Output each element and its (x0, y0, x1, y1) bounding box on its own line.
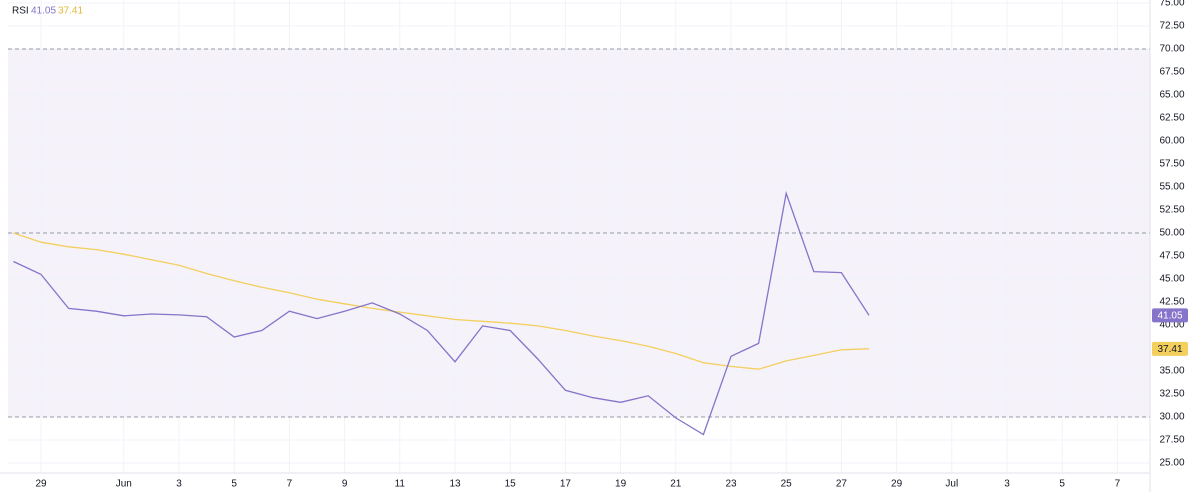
x-tick-label: 29 (35, 479, 47, 490)
y-tick-label: 52.50 (1159, 205, 1184, 216)
y-tick-label: 70.00 (1159, 44, 1184, 55)
y-tick-label: 42.50 (1159, 297, 1184, 308)
x-tick-label: 5 (231, 479, 237, 490)
x-tick-label: 5 (1059, 479, 1065, 490)
series-line (13, 190, 870, 436)
x-tick-label: 17 (560, 479, 572, 490)
y-tick-label: 62.50 (1159, 113, 1184, 124)
x-tick-label: 9 (342, 479, 348, 490)
price-badge (1152, 341, 1188, 356)
y-tick-label: 30.00 (1159, 412, 1184, 423)
x-tick-label: 21 (670, 479, 682, 490)
x-tick-label: 11 (395, 479, 406, 490)
y-tick-label: 32.50 (1159, 389, 1184, 400)
y-tick-label: 55.00 (1159, 182, 1184, 193)
x-tick-label: 13 (449, 479, 461, 490)
y-tick-label: 60.00 (1159, 136, 1184, 147)
y-tick-label: 25.00 (1159, 458, 1184, 469)
y-tick-label: 65.00 (1159, 90, 1184, 101)
legend-value: 41.05 (31, 6, 56, 17)
legend-value: 37.41 (58, 6, 83, 17)
legend-label: RSI (12, 6, 29, 17)
y-tick-label: 35.00 (1159, 366, 1184, 377)
y-tick-label: 57.50 (1159, 159, 1184, 170)
price-badge-label: 41.05 (1157, 310, 1182, 321)
y-tick-label: 45.00 (1159, 274, 1184, 285)
x-tick-label: Jun (116, 479, 132, 490)
y-tick-label: 50.00 (1159, 228, 1184, 239)
x-tick-label: Jul (945, 479, 958, 490)
x-tick-label: 15 (505, 479, 517, 490)
x-tick-label: 23 (725, 479, 737, 490)
price-badge (1152, 308, 1188, 323)
y-tick-label: 75.00 (1159, 0, 1184, 9)
y-tick-label: 40.00 (1159, 320, 1184, 331)
x-tick-label: 7 (1115, 479, 1121, 490)
y-tick-label: 27.50 (1159, 435, 1184, 446)
x-tick-label: 3 (1004, 479, 1010, 490)
y-tick-label: 67.50 (1159, 67, 1184, 78)
series-line (13, 232, 870, 370)
price-badge-label: 37.41 (1157, 344, 1182, 355)
x-tick-label: 19 (615, 479, 627, 490)
x-tick-label: 3 (176, 479, 182, 490)
x-tick-label: 7 (287, 479, 293, 490)
y-tick-label: 72.50 (1159, 21, 1184, 32)
legend: RSI 41.05 37.41 (12, 6, 83, 17)
x-tick-label: 25 (781, 479, 793, 490)
x-tick-label: 27 (836, 479, 848, 490)
y-tick-label: 47.50 (1159, 251, 1184, 262)
x-tick-label: 29 (891, 479, 903, 490)
